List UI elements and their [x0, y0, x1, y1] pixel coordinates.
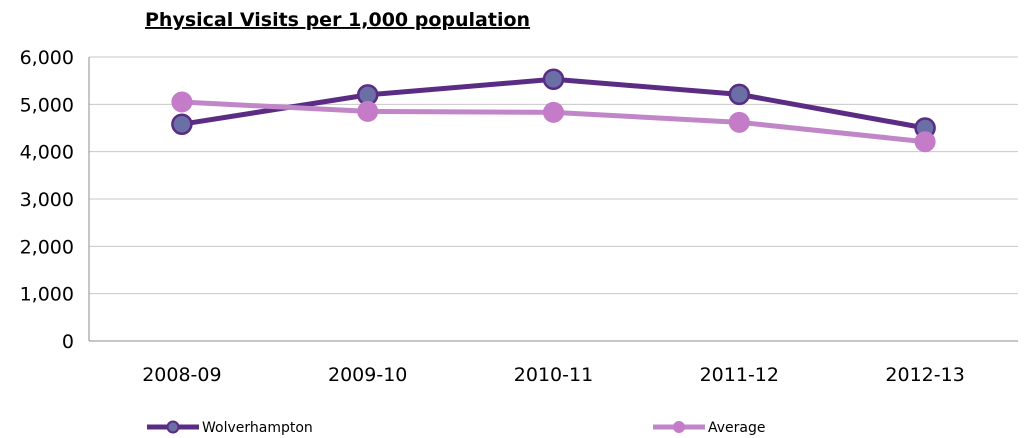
data-point	[171, 91, 193, 113]
data-point	[171, 113, 193, 135]
legend-marker	[673, 421, 685, 433]
chart-title: Physical Visits per 1,000 population	[145, 9, 530, 31]
data-point	[728, 83, 751, 106]
y-tick-label: 2,000	[20, 236, 74, 258]
series-group	[171, 68, 936, 153]
y-tick-label: 3,000	[20, 189, 74, 211]
x-tick-label: 2011-12	[700, 364, 779, 386]
legend-label: Wolverhampton	[202, 420, 313, 436]
x-tick-label: 2009-10	[328, 364, 407, 386]
y-axis-ticks: 0 1,000 2,000 3,000 4,000 5,000 6,000	[20, 47, 74, 353]
x-axis-ticks: 2008-09 2009-10 2010-11 2011-12 2012-13	[142, 364, 965, 386]
axes	[88, 57, 1018, 342]
data-point	[543, 101, 564, 123]
x-tick-label: 2012-13	[885, 364, 964, 386]
data-point	[914, 131, 936, 153]
y-tick-label: 6,000	[20, 47, 74, 69]
y-tick-label: 1,000	[20, 284, 74, 306]
y-tick-label: 5,000	[20, 94, 74, 116]
y-tick-label: 4,000	[20, 142, 74, 164]
legend-marker	[166, 420, 180, 434]
legend-label: Average	[708, 420, 766, 436]
data-point	[728, 111, 750, 133]
data-point	[542, 68, 565, 90]
x-tick-label: 2008-09	[142, 364, 221, 386]
gridlines	[89, 56, 1018, 295]
legend: Wolverhampton Average	[147, 420, 766, 436]
x-tick-label: 2010-11	[514, 364, 593, 386]
data-point	[357, 100, 379, 122]
y-tick-label: 0	[62, 331, 74, 353]
